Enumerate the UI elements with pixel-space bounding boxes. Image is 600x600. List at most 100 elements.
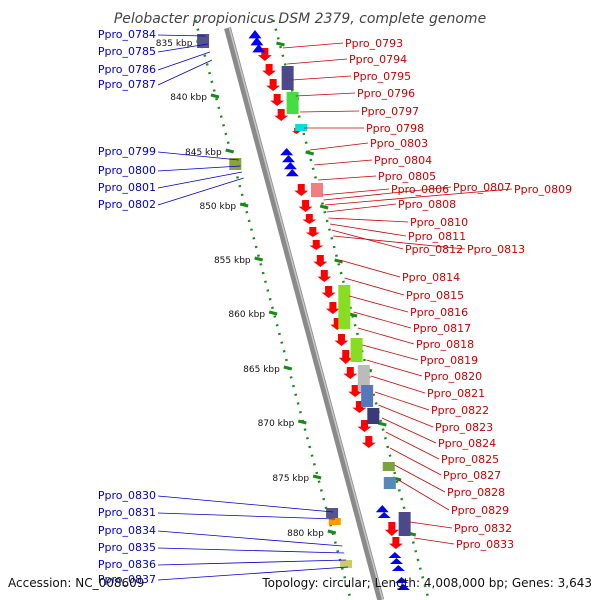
gene-label-right[interactable]: Ppro_0827 <box>443 469 501 482</box>
gene-arrow-forward[interactable] <box>388 537 403 549</box>
gene-label-right[interactable]: Ppro_0797 <box>361 105 419 118</box>
gene-label-right[interactable]: Ppro_0829 <box>451 504 509 517</box>
gene-label-left[interactable]: Ppro_0800 <box>98 164 156 177</box>
gene-arrow-forward[interactable] <box>325 302 340 314</box>
gene-arrow-forward[interactable] <box>338 350 353 364</box>
gene-label-right[interactable]: Ppro_0793 <box>345 37 403 50</box>
gene-label-right[interactable]: Ppro_0813 <box>467 243 525 256</box>
feature-box[interactable] <box>350 338 363 362</box>
feature-box[interactable] <box>361 385 374 407</box>
gene-label-right[interactable]: Ppro_0811 <box>408 230 466 243</box>
gene-label-right[interactable]: Ppro_0814 <box>402 271 460 284</box>
gene-label-right[interactable]: Ppro_0817 <box>413 322 471 335</box>
gene-label-right[interactable]: Ppro_0810 <box>410 216 468 229</box>
gene-arrow-forward[interactable] <box>361 436 376 448</box>
gene-arrow-forward[interactable] <box>305 227 320 237</box>
feature-box[interactable] <box>311 183 324 197</box>
gene-label-left[interactable]: Ppro_0786 <box>98 63 156 76</box>
gene-label-right[interactable]: Ppro_0804 <box>374 154 432 167</box>
gene-arrow-reverse[interactable] <box>252 44 266 53</box>
feature-box[interactable] <box>367 408 380 424</box>
gene-arrow-reverse[interactable] <box>377 512 391 518</box>
feature-box[interactable] <box>338 285 351 329</box>
gene-arrow-reverse[interactable] <box>396 584 410 590</box>
ruler-track-left <box>194 19 352 600</box>
gene-label-left[interactable]: Ppro_0799 <box>98 145 156 158</box>
gene-arrow-reverse[interactable] <box>391 565 405 571</box>
gene-label-left[interactable]: Ppro_0835 <box>98 541 156 554</box>
gene-arrow-forward[interactable] <box>313 255 328 267</box>
gene-label-left[interactable]: Ppro_0837 <box>98 573 156 586</box>
feature-box[interactable] <box>383 477 396 489</box>
feature-box[interactable] <box>382 462 395 471</box>
gene-label-right[interactable]: Ppro_0798 <box>366 122 424 135</box>
gene-arrow-forward[interactable] <box>334 334 349 346</box>
gene-arrow-forward[interactable] <box>262 64 277 76</box>
gene-label-right[interactable]: Ppro_0820 <box>424 370 482 383</box>
gene-arrow-forward[interactable] <box>309 240 324 250</box>
feature-box[interactable] <box>340 560 353 568</box>
gene-label-right[interactable]: Ppro_0809 <box>514 183 572 196</box>
gene-arrow-reverse[interactable] <box>282 155 295 163</box>
gene-label-left[interactable]: Ppro_0785 <box>98 45 156 58</box>
accession-text: Accession: NC_008609 <box>8 576 144 590</box>
gene-label-right[interactable]: Ppro_0822 <box>431 404 489 417</box>
gene-label-left[interactable]: Ppro_0834 <box>98 524 156 537</box>
gene-label-right[interactable]: Ppro_0806 <box>391 183 449 196</box>
gene-arrow-forward[interactable] <box>298 200 313 212</box>
gene-label-right[interactable]: Ppro_0807 <box>453 181 511 194</box>
gene-arrow-forward[interactable] <box>343 367 358 379</box>
feature-box[interactable] <box>295 124 308 131</box>
gene-arrow-reverse[interactable] <box>280 148 294 156</box>
gene-arrow-forward[interactable] <box>266 79 281 91</box>
gene-arrow-reverse[interactable] <box>250 37 264 46</box>
gene-arrow-reverse[interactable] <box>375 505 389 513</box>
gene-label-right[interactable]: Ppro_0828 <box>447 486 505 499</box>
feature-box[interactable] <box>281 66 294 90</box>
gene-label-left[interactable]: Ppro_0831 <box>98 506 156 519</box>
gene-label-right[interactable]: Ppro_0819 <box>420 354 478 367</box>
gene-label-left[interactable]: Ppro_0830 <box>98 489 156 502</box>
gene-label-right[interactable]: Ppro_0815 <box>406 289 464 302</box>
feature-box[interactable] <box>229 158 242 170</box>
gene-arrow-reverse[interactable] <box>395 577 409 583</box>
gene-label-right[interactable]: Ppro_0795 <box>353 70 411 83</box>
gene-label-right[interactable]: Ppro_0794 <box>349 53 407 66</box>
gene-label-right[interactable]: Ppro_0818 <box>416 338 474 351</box>
gene-label-left[interactable]: Ppro_0784 <box>98 28 156 41</box>
gene-arrow-forward[interactable] <box>384 522 399 536</box>
gene-label-left[interactable]: Ppro_0787 <box>98 78 156 91</box>
gene-label-right[interactable]: Ppro_0796 <box>357 87 415 100</box>
gene-label-right[interactable]: Ppro_0823 <box>435 421 493 434</box>
gene-arrow-reverse[interactable] <box>283 162 297 170</box>
gene-arrow-reverse[interactable] <box>388 552 402 558</box>
gene-arrow-forward[interactable] <box>321 286 336 298</box>
gene-arrow-forward[interactable] <box>274 109 289 121</box>
feature-box[interactable] <box>286 92 299 114</box>
gene-label-right[interactable]: Ppro_0832 <box>454 522 512 535</box>
gene-label-right[interactable]: Ppro_0816 <box>410 306 468 319</box>
gene-arrow-reverse[interactable] <box>248 30 262 39</box>
feature-box[interactable] <box>357 365 370 391</box>
gene-label-right[interactable]: Ppro_0824 <box>438 437 496 450</box>
gene-label-right[interactable]: Ppro_0805 <box>378 170 436 183</box>
gene-label-right[interactable]: Ppro_0812 <box>405 243 463 256</box>
gene-label-right[interactable]: Ppro_0808 <box>398 198 456 211</box>
gene-label-right[interactable]: Ppro_0833 <box>456 538 514 551</box>
feature-box[interactable] <box>326 508 339 518</box>
gene-arrow-forward[interactable] <box>302 214 317 224</box>
gene-label-right[interactable]: Ppro_0803 <box>370 137 428 150</box>
gene-label-left[interactable]: Ppro_0802 <box>98 198 156 211</box>
gene-label-right[interactable]: Ppro_0825 <box>441 453 499 466</box>
gene-label-right[interactable]: Ppro_0821 <box>427 387 485 400</box>
gene-arrow-forward[interactable] <box>270 94 285 106</box>
gene-arrow-forward[interactable] <box>294 184 309 196</box>
gene-label-left[interactable]: Ppro_0801 <box>98 181 156 194</box>
feature-box[interactable] <box>328 518 341 525</box>
gene-arrow-reverse[interactable] <box>390 558 404 564</box>
feature-box[interactable] <box>398 512 411 536</box>
gene-label-left[interactable]: Ppro_0836 <box>98 558 156 571</box>
gene-arrow-reverse[interactable] <box>285 169 299 177</box>
gene-arrow-forward[interactable] <box>317 270 332 282</box>
